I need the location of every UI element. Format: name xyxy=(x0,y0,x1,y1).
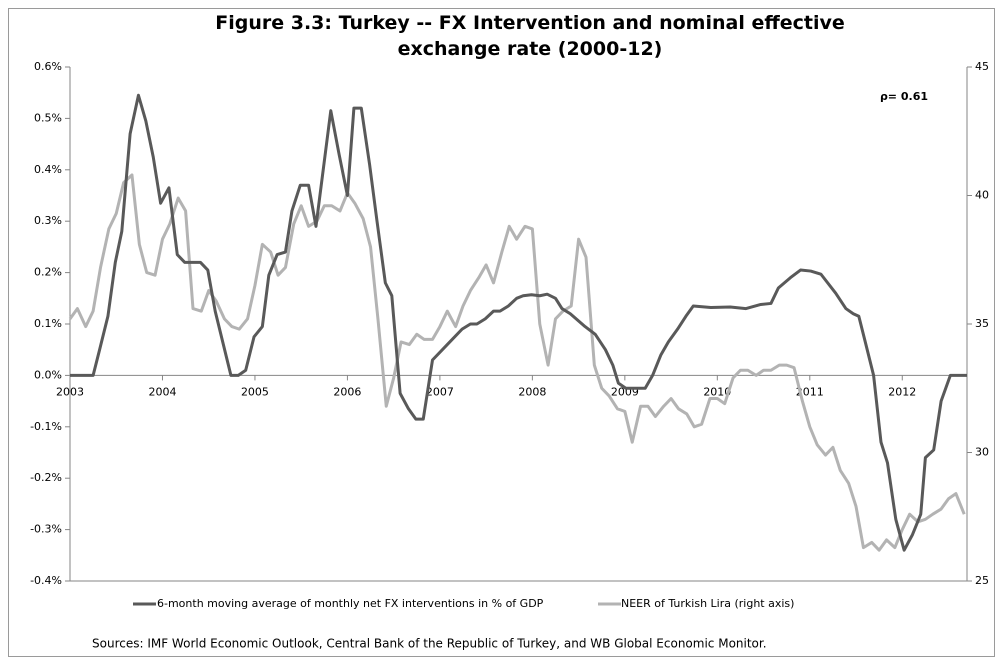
y2-tick-label: 25 xyxy=(975,574,989,587)
y-tick-label: 0.3% xyxy=(34,214,62,227)
x-tick-label: 2008 xyxy=(518,385,546,398)
y2-tick-label: 35 xyxy=(975,317,989,330)
series-line xyxy=(68,173,966,552)
y-tick-label: 0.0% xyxy=(34,368,62,381)
y2-tick-label: 45 xyxy=(975,60,989,73)
y-tick-label: -0.2% xyxy=(30,471,62,484)
y-tick-label: 0.6% xyxy=(34,60,62,73)
y-tick-label: -0.3% xyxy=(30,523,62,536)
x-tick-label: 2012 xyxy=(888,385,916,398)
y-tick-label: 0.4% xyxy=(34,163,62,176)
x-tick-label: 2006 xyxy=(333,385,361,398)
x-tick-label: 2010 xyxy=(703,385,731,398)
source-note: Sources: IMF World Economic Outlook, Cen… xyxy=(92,637,767,651)
legend-label: NEER of Turkish Lira (right axis) xyxy=(621,597,794,610)
y-tick-label: 0.5% xyxy=(34,111,62,124)
x-tick-label: 2007 xyxy=(426,385,454,398)
annotation: ρ= 0.61 xyxy=(880,90,928,103)
y2-tick-label: 30 xyxy=(975,446,989,459)
chart-title: Figure 3.3: Turkey -- FX Intervention an… xyxy=(215,12,845,60)
y2-tick-label: 40 xyxy=(975,189,989,202)
y-tick-label: -0.1% xyxy=(30,420,62,433)
x-tick-label: 2003 xyxy=(56,385,84,398)
series-line xyxy=(70,93,967,552)
x-tick-label: 2011 xyxy=(796,385,824,398)
legend-label: 6-month moving average of monthly net FX… xyxy=(157,597,544,610)
y-tick-label: 0.2% xyxy=(34,266,62,279)
chart-frame xyxy=(8,8,995,657)
y-tick-label: -0.4% xyxy=(30,574,62,587)
x-tick-label: 2005 xyxy=(241,385,269,398)
y-tick-label: 0.1% xyxy=(34,317,62,330)
x-tick-label: 2004 xyxy=(148,385,176,398)
